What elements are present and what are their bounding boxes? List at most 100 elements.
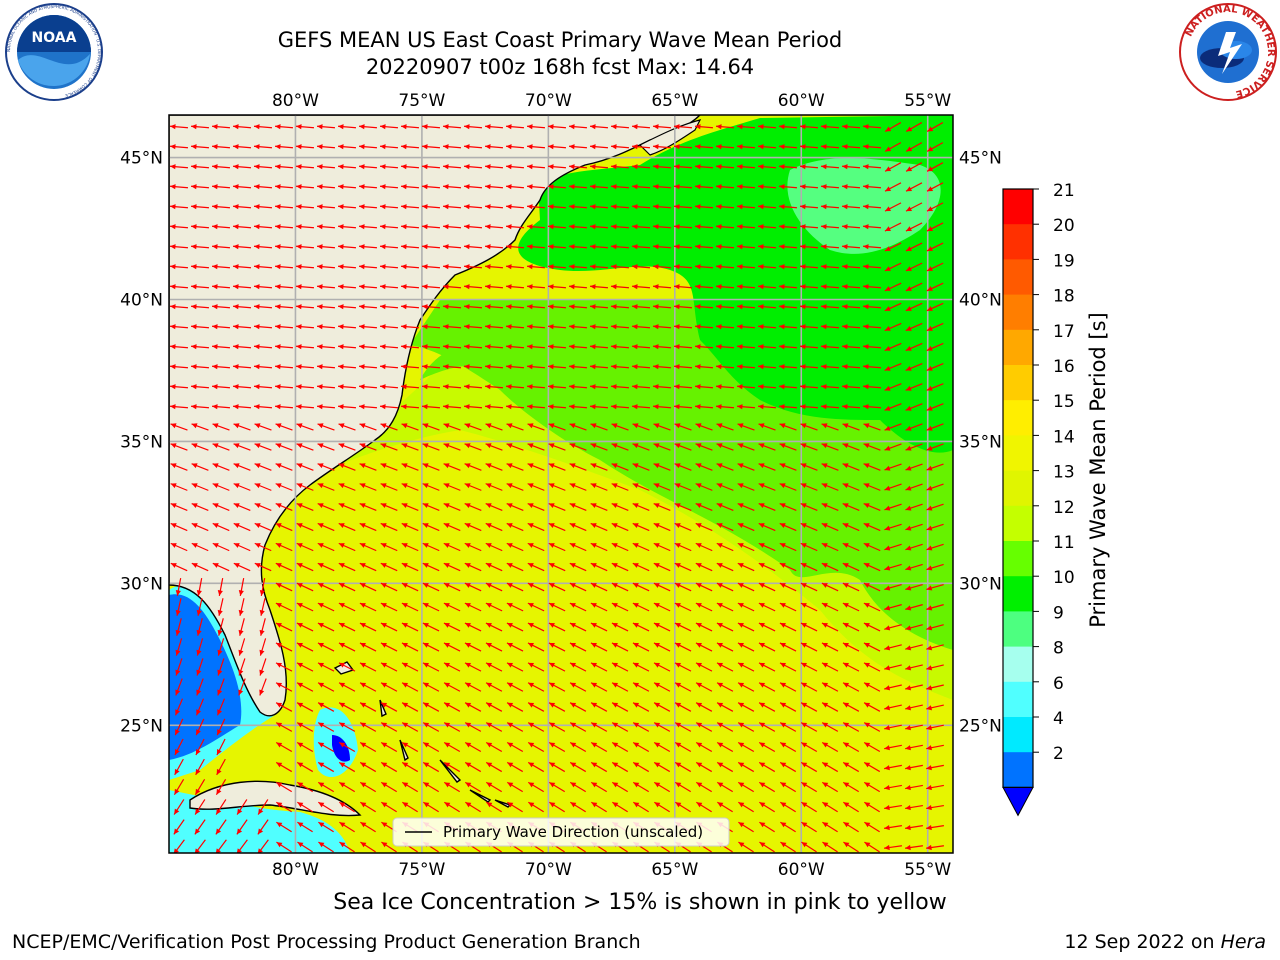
wave-arrow (295, 164, 315, 170)
wave-arrow (422, 423, 440, 431)
wave-arrow (570, 801, 586, 813)
colorbar-swatch (1003, 189, 1033, 225)
wave-arrow (464, 582, 482, 592)
wave-arrow (610, 404, 630, 410)
wave-arrow (379, 184, 399, 190)
wave-arrow (590, 443, 608, 451)
wave-arrow (318, 841, 334, 853)
wave-arrow (884, 503, 902, 511)
wave-arrow (338, 622, 356, 632)
wave-arrow (737, 642, 755, 652)
colorbar-label: Primary Wave Mean Period [s] (1086, 312, 1110, 628)
wave-arrow (526, 144, 546, 150)
wave-arrow (589, 304, 609, 310)
wave-arrow (736, 124, 756, 130)
wave-arrow (317, 522, 335, 532)
wave-arrow (821, 602, 839, 612)
wave-arrow (485, 662, 503, 672)
wave-arrow (296, 622, 314, 632)
wave-arrow (484, 204, 504, 210)
wave-arrow (758, 702, 776, 712)
wave-arrow (547, 384, 567, 390)
wave-arrow (400, 404, 420, 410)
wave-arrow (316, 124, 336, 130)
wave-arrow (569, 662, 587, 672)
wave-arrow (590, 722, 608, 732)
wave-arrow (695, 622, 713, 632)
wave-arrow (779, 602, 797, 612)
wave-arrow (317, 682, 335, 692)
wave-arrow (737, 582, 755, 592)
wave-arrow (905, 543, 923, 551)
wave-arrow (379, 164, 399, 170)
wave-arrow (821, 562, 839, 572)
wave-arrow (905, 824, 923, 831)
wave-arrow (548, 761, 566, 773)
wave-arrow (296, 463, 314, 471)
wave-arrow (253, 244, 273, 250)
wave-arrow (401, 582, 419, 592)
wave-arrow (212, 562, 230, 572)
wave-arrow (884, 704, 902, 711)
wave-arrow (653, 702, 671, 712)
wave-arrow (799, 124, 819, 130)
wave-arrow (194, 839, 206, 853)
wave-arrow (716, 502, 734, 512)
wave-arrow (842, 423, 860, 431)
wave-arrow (905, 684, 923, 691)
wave-arrow (884, 543, 902, 551)
wave-arrow (652, 124, 672, 130)
wave-arrow (737, 522, 755, 532)
wave-arrow (295, 124, 315, 130)
wave-arrow (443, 602, 461, 612)
wave-arrow (400, 304, 420, 310)
wave-arrow (196, 658, 204, 676)
wave-arrow (485, 682, 503, 692)
wave-arrow (799, 404, 819, 410)
colorbar-swatch (1003, 470, 1033, 507)
wave-arrow (463, 324, 483, 330)
wave-arrow (715, 164, 735, 170)
wave-arrow (694, 244, 714, 250)
wave-arrow (485, 483, 503, 491)
wave-arrow (211, 304, 231, 310)
wave-arrow (401, 562, 419, 572)
wave-arrow (464, 722, 482, 732)
wave-arrow (652, 304, 672, 310)
map-legend: Primary Wave Direction (unscaled) (392, 817, 730, 847)
wave-arrow (275, 463, 293, 471)
wave-arrow (486, 801, 502, 813)
wave-arrow (254, 522, 272, 532)
wave-arrow (485, 423, 503, 431)
wave-arrow (694, 264, 714, 270)
wave-arrow (484, 384, 504, 390)
wave-arrow (589, 244, 609, 250)
wave-arrow (820, 144, 840, 150)
wave-arrow (215, 799, 227, 815)
wave-arrow (674, 682, 692, 692)
wave-arrow (380, 502, 398, 512)
wave-arrow (259, 638, 267, 656)
wave-arrow (841, 384, 861, 390)
wave-arrow (759, 801, 775, 813)
wave-arrow (820, 384, 840, 390)
colorbar-tick-label: 10 (1053, 568, 1075, 588)
wave-arrow (780, 801, 796, 813)
wave-arrow (506, 443, 524, 451)
wave-arrow (653, 622, 671, 632)
wave-arrow (526, 284, 546, 290)
wave-arrow (695, 562, 713, 572)
wave-arrow (191, 522, 209, 532)
wave-arrow (505, 244, 525, 250)
wave-arrow (232, 144, 252, 150)
wave-arrow (737, 742, 755, 752)
wave-arrow (800, 722, 818, 732)
wave-arrow (842, 702, 860, 712)
wave-arrow (673, 264, 693, 270)
wave-arrow (674, 602, 692, 612)
wave-arrow (506, 622, 524, 632)
wave-arrow (442, 264, 462, 270)
wave-arrow (715, 124, 735, 130)
wave-direction-arrows (169, 122, 944, 853)
wave-arrow (610, 264, 630, 270)
